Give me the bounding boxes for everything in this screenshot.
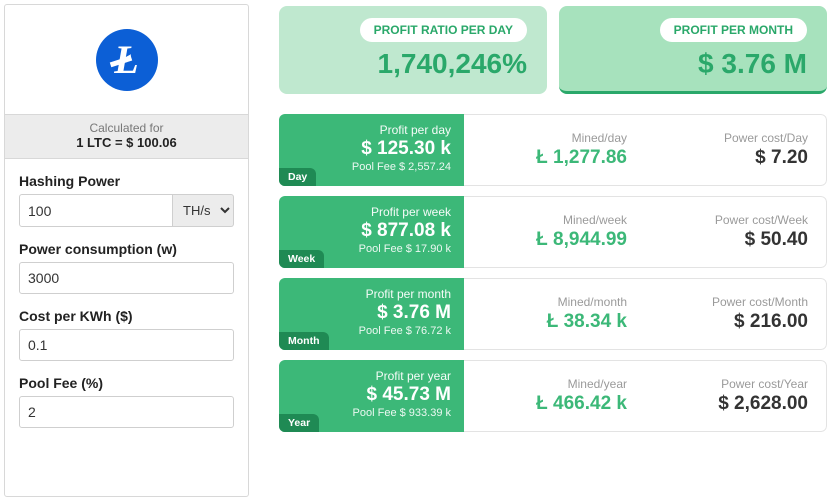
period-tag: Year — [279, 414, 319, 432]
profit-month-card[interactable]: PROFIT PER MONTH $ 3.76 M — [559, 6, 827, 94]
profit-cell: Profit per year $ 45.73 M Pool Fee $ 933… — [279, 360, 464, 432]
period-row: Profit per week $ 877.08 k Pool Fee $ 17… — [279, 196, 827, 268]
hashing-power-label: Hashing Power — [19, 173, 234, 189]
profit-value: $ 45.73 M — [279, 384, 451, 406]
mined-cell: Mined/month Ł 38.34 k — [464, 278, 645, 350]
mined-value: Ł 466.42 k — [464, 393, 627, 415]
input-panel: Ł Calculated for 1 LTC = $ 100.06 Hashin… — [4, 4, 249, 497]
power-cell: Power cost/Week $ 50.40 — [645, 196, 827, 268]
profit-cell: Profit per day $ 125.30 k Pool Fee $ 2,5… — [279, 114, 464, 186]
period-row: Profit per day $ 125.30 k Pool Fee $ 2,5… — [279, 114, 827, 186]
profit-cell: Profit per month $ 3.76 M Pool Fee $ 76.… — [279, 278, 464, 350]
hashing-power-input[interactable] — [19, 194, 173, 227]
power-cell: Power cost/Day $ 7.20 — [645, 114, 827, 186]
period-row: Profit per year $ 45.73 M Pool Fee $ 933… — [279, 360, 827, 432]
pool-fee-input[interactable] — [19, 396, 234, 428]
mined-value: Ł 1,277.86 — [464, 147, 627, 169]
power-label: Power cost/Week — [645, 213, 808, 227]
calculated-for-label: Calculated for — [5, 121, 248, 135]
power-cell: Power cost/Year $ 2,628.00 — [645, 360, 827, 432]
profit-label: Profit per week — [279, 205, 451, 219]
mined-cell: Mined/year Ł 466.42 k — [464, 360, 645, 432]
cost-kwh-input[interactable] — [19, 329, 234, 361]
litecoin-logo-icon: Ł — [96, 29, 158, 91]
mined-label: Mined/day — [464, 131, 627, 145]
profit-cell: Profit per week $ 877.08 k Pool Fee $ 17… — [279, 196, 464, 268]
profit-ratio-value: 1,740,246% — [279, 48, 527, 80]
form-area: Hashing Power TH/s Power consumption (w)… — [5, 159, 248, 460]
summary-cards: PROFIT RATIO PER DAY 1,740,246% PROFIT P… — [279, 6, 827, 94]
mined-value: Ł 38.34 k — [464, 311, 627, 333]
mined-value: Ł 8,944.99 — [464, 229, 627, 251]
calculated-for-value: 1 LTC = $ 100.06 — [5, 135, 248, 150]
mined-label: Mined/week — [464, 213, 627, 227]
power-consumption-input[interactable] — [19, 262, 234, 294]
period-tag: Month — [279, 332, 329, 350]
power-value: $ 7.20 — [645, 147, 808, 169]
profit-month-value: $ 3.76 M — [559, 48, 807, 80]
profit-value: $ 877.08 k — [279, 220, 451, 242]
period-tag: Day — [279, 168, 316, 186]
power-label: Power cost/Year — [645, 377, 808, 391]
profit-value: $ 3.76 M — [279, 302, 451, 324]
power-label: Power cost/Month — [645, 295, 808, 309]
mined-label: Mined/month — [464, 295, 627, 309]
profit-ratio-card[interactable]: PROFIT RATIO PER DAY 1,740,246% — [279, 6, 547, 94]
coin-symbol: Ł — [114, 36, 138, 83]
power-cell: Power cost/Month $ 216.00 — [645, 278, 827, 350]
period-rows: Profit per day $ 125.30 k Pool Fee $ 2,5… — [279, 114, 827, 432]
pool-fee-label: Pool Fee (%) — [19, 375, 234, 391]
calculated-for-box: Calculated for 1 LTC = $ 100.06 — [5, 115, 248, 159]
power-consumption-label: Power consumption (w) — [19, 241, 234, 257]
profit-label: Profit per day — [279, 123, 451, 137]
profit-value: $ 125.30 k — [279, 138, 451, 160]
profit-ratio-pill: PROFIT RATIO PER DAY — [360, 18, 527, 42]
power-value: $ 50.40 — [645, 229, 808, 251]
mined-cell: Mined/week Ł 8,944.99 — [464, 196, 645, 268]
period-row: Profit per month $ 3.76 M Pool Fee $ 76.… — [279, 278, 827, 350]
power-value: $ 2,628.00 — [645, 393, 808, 415]
profit-label: Profit per year — [279, 369, 451, 383]
mined-label: Mined/year — [464, 377, 627, 391]
profit-month-pill: PROFIT PER MONTH — [660, 18, 807, 42]
hashing-unit-select[interactable]: TH/s — [173, 194, 234, 227]
power-label: Power cost/Day — [645, 131, 808, 145]
results-panel: PROFIT RATIO PER DAY 1,740,246% PROFIT P… — [279, 4, 827, 497]
profit-label: Profit per month — [279, 287, 451, 301]
coin-logo-box: Ł — [5, 5, 248, 115]
cost-kwh-label: Cost per KWh ($) — [19, 308, 234, 324]
power-value: $ 216.00 — [645, 311, 808, 333]
mined-cell: Mined/day Ł 1,277.86 — [464, 114, 645, 186]
period-tag: Week — [279, 250, 324, 268]
